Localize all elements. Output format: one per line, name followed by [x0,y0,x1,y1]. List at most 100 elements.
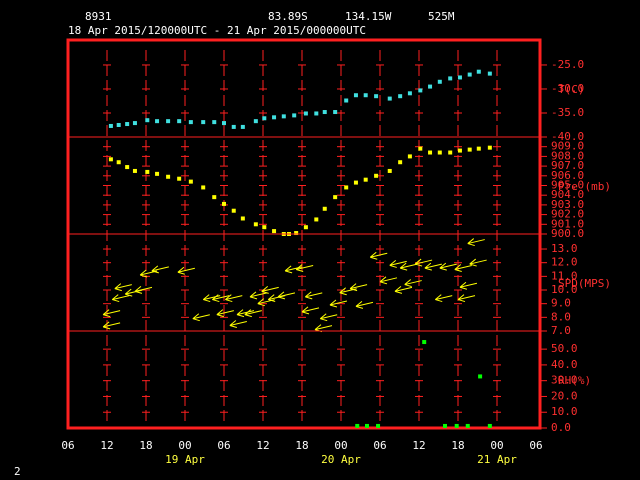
point [314,217,319,222]
y-tick-label: 900.0 [551,227,584,240]
wind-arrow [349,283,368,292]
point [272,115,277,120]
wind-arrow [329,299,348,308]
point [231,124,236,129]
longitude: 134.15W [345,10,392,23]
y-tick-label: 0.0 [551,421,571,434]
point [457,148,462,153]
point [376,423,381,428]
point [240,124,245,129]
point [177,176,182,181]
point [201,120,206,125]
point [443,423,447,428]
point [398,94,403,99]
x-tick-label: 12 [100,439,113,452]
point [422,340,427,345]
wind-arrow [257,298,275,307]
wind-arrow [216,309,234,318]
point [363,93,368,98]
wind-arrow [224,294,243,303]
wind-arrow [319,313,338,322]
point [353,93,358,98]
point [314,111,319,116]
point [145,118,150,123]
x-tick-label: 12 [412,439,425,452]
wind-arrow [424,262,442,271]
y-tick-label: 909.0 [551,140,584,153]
point [201,185,206,190]
wind-arrow [236,309,255,318]
point [365,423,369,428]
point [344,98,349,103]
wind-arrow [192,313,210,322]
x-tick-label: 00 [490,439,503,452]
y-tick-label: 906.0 [551,169,584,182]
point [457,75,462,80]
point [374,173,379,178]
wind-arrow [244,309,262,318]
point [454,423,459,428]
point [253,119,258,124]
point [303,225,308,230]
y-tick-label: 908.0 [551,149,584,162]
point [467,147,472,152]
point [166,119,171,124]
wind-arrow [177,266,195,275]
y-tick-label: 10.0 [551,405,578,418]
point [398,160,403,165]
wind-arrow [467,238,485,247]
point [188,120,193,125]
y-tick-label: 20.0 [551,389,578,402]
y-tick-label: 907.0 [551,159,584,172]
y-tick-label: 9.0 [551,297,571,310]
point [212,120,217,125]
y-tick-label: -25.0 [551,58,584,71]
point [177,119,182,124]
point [467,72,472,77]
wind-arrow [454,264,472,273]
point [387,168,392,173]
point [448,76,453,81]
page-number: 2 [14,465,21,478]
point [212,195,217,200]
wind-arrow [261,285,279,294]
point [272,229,277,234]
point [108,123,113,128]
wind-arrow [249,291,268,300]
wind-arrow [114,283,132,292]
latitude: 83.89S [268,10,308,23]
point [487,145,492,150]
y-tick-label: 12.0 [551,256,578,269]
y-tick-label: 901.0 [551,217,584,230]
wind-arrow [414,258,433,267]
y-tick-label: 50.0 [551,342,578,355]
y-tick-label: 903.0 [551,198,584,211]
point [262,225,267,230]
point [231,208,236,213]
point [355,423,360,428]
y-tick-label: 11.0 [551,269,578,282]
wind-arrow [151,265,169,274]
point [344,185,349,190]
y-tick-label: 30.0 [551,374,578,387]
point [253,222,258,227]
wind-arrow [404,279,422,288]
point [387,96,392,101]
y-tick-label: 7.0 [551,324,571,337]
x-tick-label: 00 [334,439,347,452]
wind-arrow [459,281,478,290]
point [476,69,481,74]
x-tick-label: 06 [373,439,386,452]
date-label: 19 Apr [165,453,205,466]
point [428,84,433,89]
point [407,91,412,96]
wind-arrow [211,294,230,303]
wind-arrow [394,285,413,294]
x-tick-label: 18 [295,439,308,452]
point [116,160,121,165]
point [222,201,226,206]
wind-arrow [277,291,296,300]
point [262,116,267,121]
y-axis-label: SPD(MPS) [558,277,611,290]
